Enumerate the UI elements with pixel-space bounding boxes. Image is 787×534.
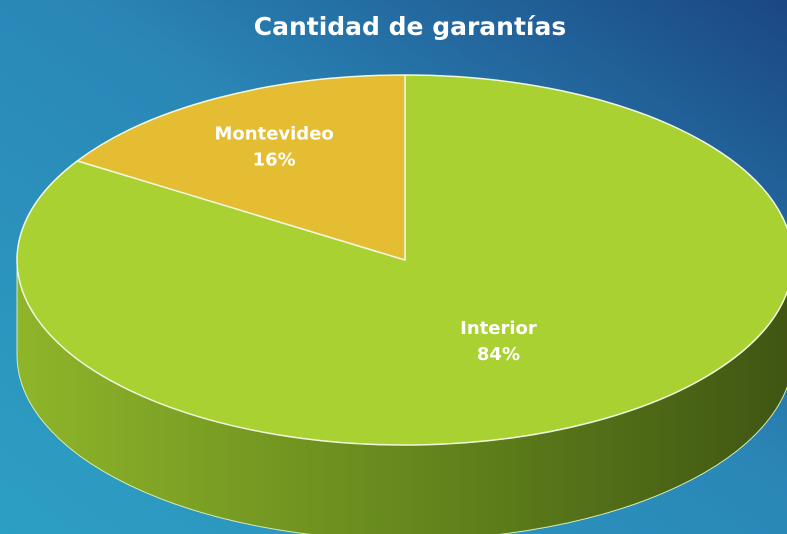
pie bbox=[16, 74, 787, 534]
labels: Interior 84% Montevideo 16% bbox=[215, 124, 537, 366]
slice-value-label: 84% bbox=[477, 344, 520, 365]
pie-slice bbox=[16, 74, 787, 446]
slice-label: Montevideo bbox=[215, 124, 334, 145]
slice-value-label: 16% bbox=[253, 150, 296, 171]
pie-slice bbox=[76, 74, 406, 261]
slice-label: Interior bbox=[460, 318, 537, 339]
chart-title: Cantidad de garantías bbox=[254, 12, 567, 41]
